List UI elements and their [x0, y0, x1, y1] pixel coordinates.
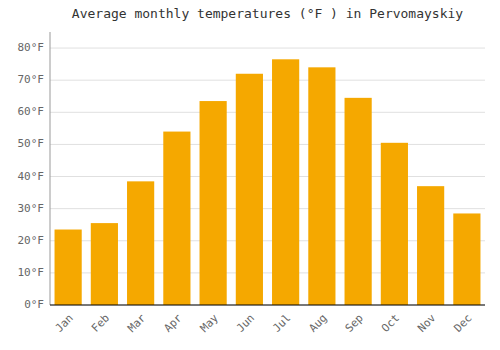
bar	[236, 74, 263, 305]
bar	[127, 181, 154, 305]
bar	[417, 186, 444, 305]
x-axis: Jan Feb Mar Apr May Jun Jul Aug Sep Oct Nov Dec	[50, 305, 485, 335]
bar	[91, 223, 118, 305]
x-tick-label: Feb	[89, 312, 112, 335]
bar	[345, 98, 372, 305]
x-tick-label: Oct	[379, 312, 402, 335]
y-tick-label: 80°F	[18, 41, 45, 54]
grid-line	[50, 80, 485, 81]
title: Average monthly temperatures (°F ) in Pe…	[72, 6, 464, 21]
grid-line	[50, 112, 485, 113]
y-axis-line	[50, 32, 51, 305]
bar	[272, 59, 299, 305]
x-tick-label: Jan	[53, 312, 76, 335]
y-tick-label: 40°F	[18, 170, 45, 183]
y-tick-label: 50°F	[18, 137, 45, 150]
grid-line	[50, 48, 485, 49]
bar	[55, 230, 82, 305]
x-tick-label: Sep	[343, 312, 366, 335]
grid-line	[50, 305, 485, 306]
x-tick-label: Dec	[451, 312, 474, 335]
x-tick-label: Jun	[234, 312, 257, 335]
x-tick-label: Apr	[161, 311, 185, 335]
y-tick-label: 70°F	[18, 73, 45, 86]
x-axis-line	[50, 305, 485, 306]
y-tick-label: 60°F	[18, 105, 45, 118]
grid	[50, 48, 485, 305]
x-tick-label: Mar	[125, 311, 149, 335]
y-tick-label: 10°F	[18, 266, 45, 279]
x-tick-label: May	[198, 311, 222, 335]
grid-line	[50, 144, 485, 145]
bar	[308, 67, 335, 305]
y-tick-label: 30°F	[18, 202, 45, 215]
bar	[453, 213, 480, 305]
x-tick-label: Nov	[415, 311, 439, 335]
x-tick-label: Aug	[306, 312, 329, 335]
x-tick-label: Jul	[270, 312, 293, 335]
bar	[163, 132, 190, 305]
bar	[381, 143, 408, 305]
bars	[55, 59, 481, 305]
y-tick-label: 0°F	[24, 298, 44, 311]
grid-line	[50, 176, 485, 177]
y-tick-label: 20°F	[18, 234, 45, 247]
y-axis: 0°F 10°F 20°F 30°F 40°F 50°F 60°F 70°F 80°F	[18, 32, 51, 311]
chart: 0°F 10°F 20°F 30°F 40°F 50°F 60°F 70°F 80°F Jan Fe…	[0, 0, 500, 350]
bar	[200, 101, 227, 305]
